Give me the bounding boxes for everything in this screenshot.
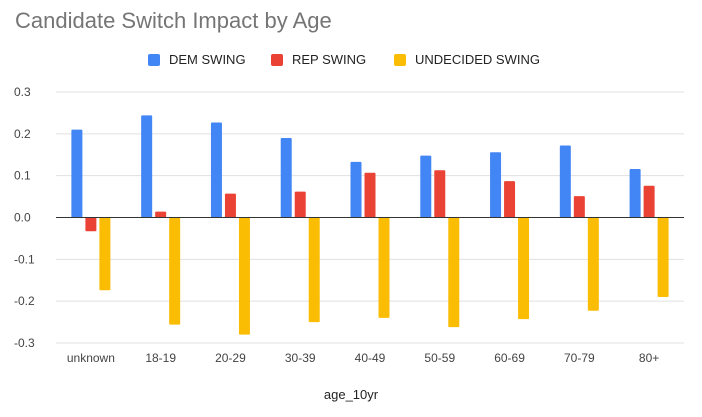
- bar-undecided-swing-18-19: [169, 217, 181, 325]
- bar-dem-swing-40-49: [350, 161, 362, 218]
- bar-rep-swing-40-49: [364, 172, 376, 218]
- bar-dem-swing-20-29: [210, 122, 222, 218]
- bar-undecided-swing-70-79: [587, 217, 599, 311]
- bar-undecided-swing-40-49: [378, 217, 390, 318]
- x-axis-title: age_10yr: [323, 387, 379, 402]
- x-tick-label: 70-79: [564, 351, 595, 365]
- x-tick-label: 18-19: [145, 351, 176, 365]
- legend-swatch-rep-swing: [271, 53, 283, 66]
- bar-dem-swing-30-39: [280, 138, 292, 218]
- y-tick-label: 0.1: [14, 169, 31, 183]
- bar-rep-swing-18-19: [155, 211, 167, 218]
- x-tick-label: 20-29: [215, 351, 246, 365]
- chart-title: Candidate Switch Impact by Age: [15, 8, 332, 33]
- bar-dem-swing-18-19: [141, 115, 153, 218]
- bar-dem-swing-70-79: [559, 145, 571, 218]
- bar-undecided-swing-50-59: [448, 217, 460, 328]
- legend-label-rep-swing: REP SWING: [292, 52, 367, 67]
- legend-swatch-undecided-swing: [394, 53, 406, 66]
- bar-undecided-swing-60-69: [518, 217, 530, 320]
- y-tick-label: -0.1: [14, 252, 35, 266]
- legend-swatch-dem-swing: [148, 53, 160, 66]
- bar-undecided-swing-unknown: [99, 217, 111, 291]
- bar-rep-swing-70-79: [573, 196, 585, 218]
- y-tick-label: -0.3: [14, 336, 35, 350]
- bar-dem-swing-50-59: [420, 155, 432, 218]
- x-tick-label: 30-39: [285, 351, 316, 365]
- x-tick-label: unknown: [67, 351, 115, 365]
- x-tick-label: 60-69: [494, 351, 525, 365]
- bar-dem-swing-unknown: [71, 129, 83, 218]
- bar-dem-swing-80+: [629, 168, 641, 218]
- y-tick-label: -0.2: [14, 294, 35, 308]
- x-tick-label: 80+: [639, 351, 659, 365]
- x-tick-label: 50-59: [424, 351, 455, 365]
- x-tick-label: 40-49: [355, 351, 386, 365]
- bar-rep-swing-20-29: [224, 193, 236, 218]
- bar-rep-swing-80+: [643, 185, 655, 218]
- legend-item-undecided-swing[interactable]: UNDECIDED SWING: [394, 52, 540, 67]
- legend-item-rep-swing[interactable]: REP SWING: [271, 52, 366, 67]
- bar-rep-swing-50-59: [434, 170, 446, 218]
- bar-rep-swing-60-69: [504, 181, 516, 218]
- bar-undecided-swing-80+: [657, 217, 669, 297]
- legend-item-dem-swing[interactable]: DEM SWING: [148, 52, 246, 67]
- legend: DEM SWING REP SWING UNDECIDED SWING: [0, 52, 702, 72]
- legend-label-undecided-swing: UNDECIDED SWING: [415, 52, 540, 67]
- legend-label-dem-swing: DEM SWING: [169, 52, 246, 67]
- bar-rep-swing-30-39: [294, 191, 306, 218]
- y-tick-label: 0.3: [14, 85, 31, 99]
- bar-undecided-swing-30-39: [308, 217, 320, 323]
- bar-dem-swing-60-69: [490, 152, 502, 218]
- y-tick-label: 0.0: [14, 211, 31, 225]
- bar-rep-swing-unknown: [85, 217, 97, 232]
- y-tick-label: 0.2: [14, 127, 31, 141]
- bar-undecided-swing-20-29: [238, 217, 250, 335]
